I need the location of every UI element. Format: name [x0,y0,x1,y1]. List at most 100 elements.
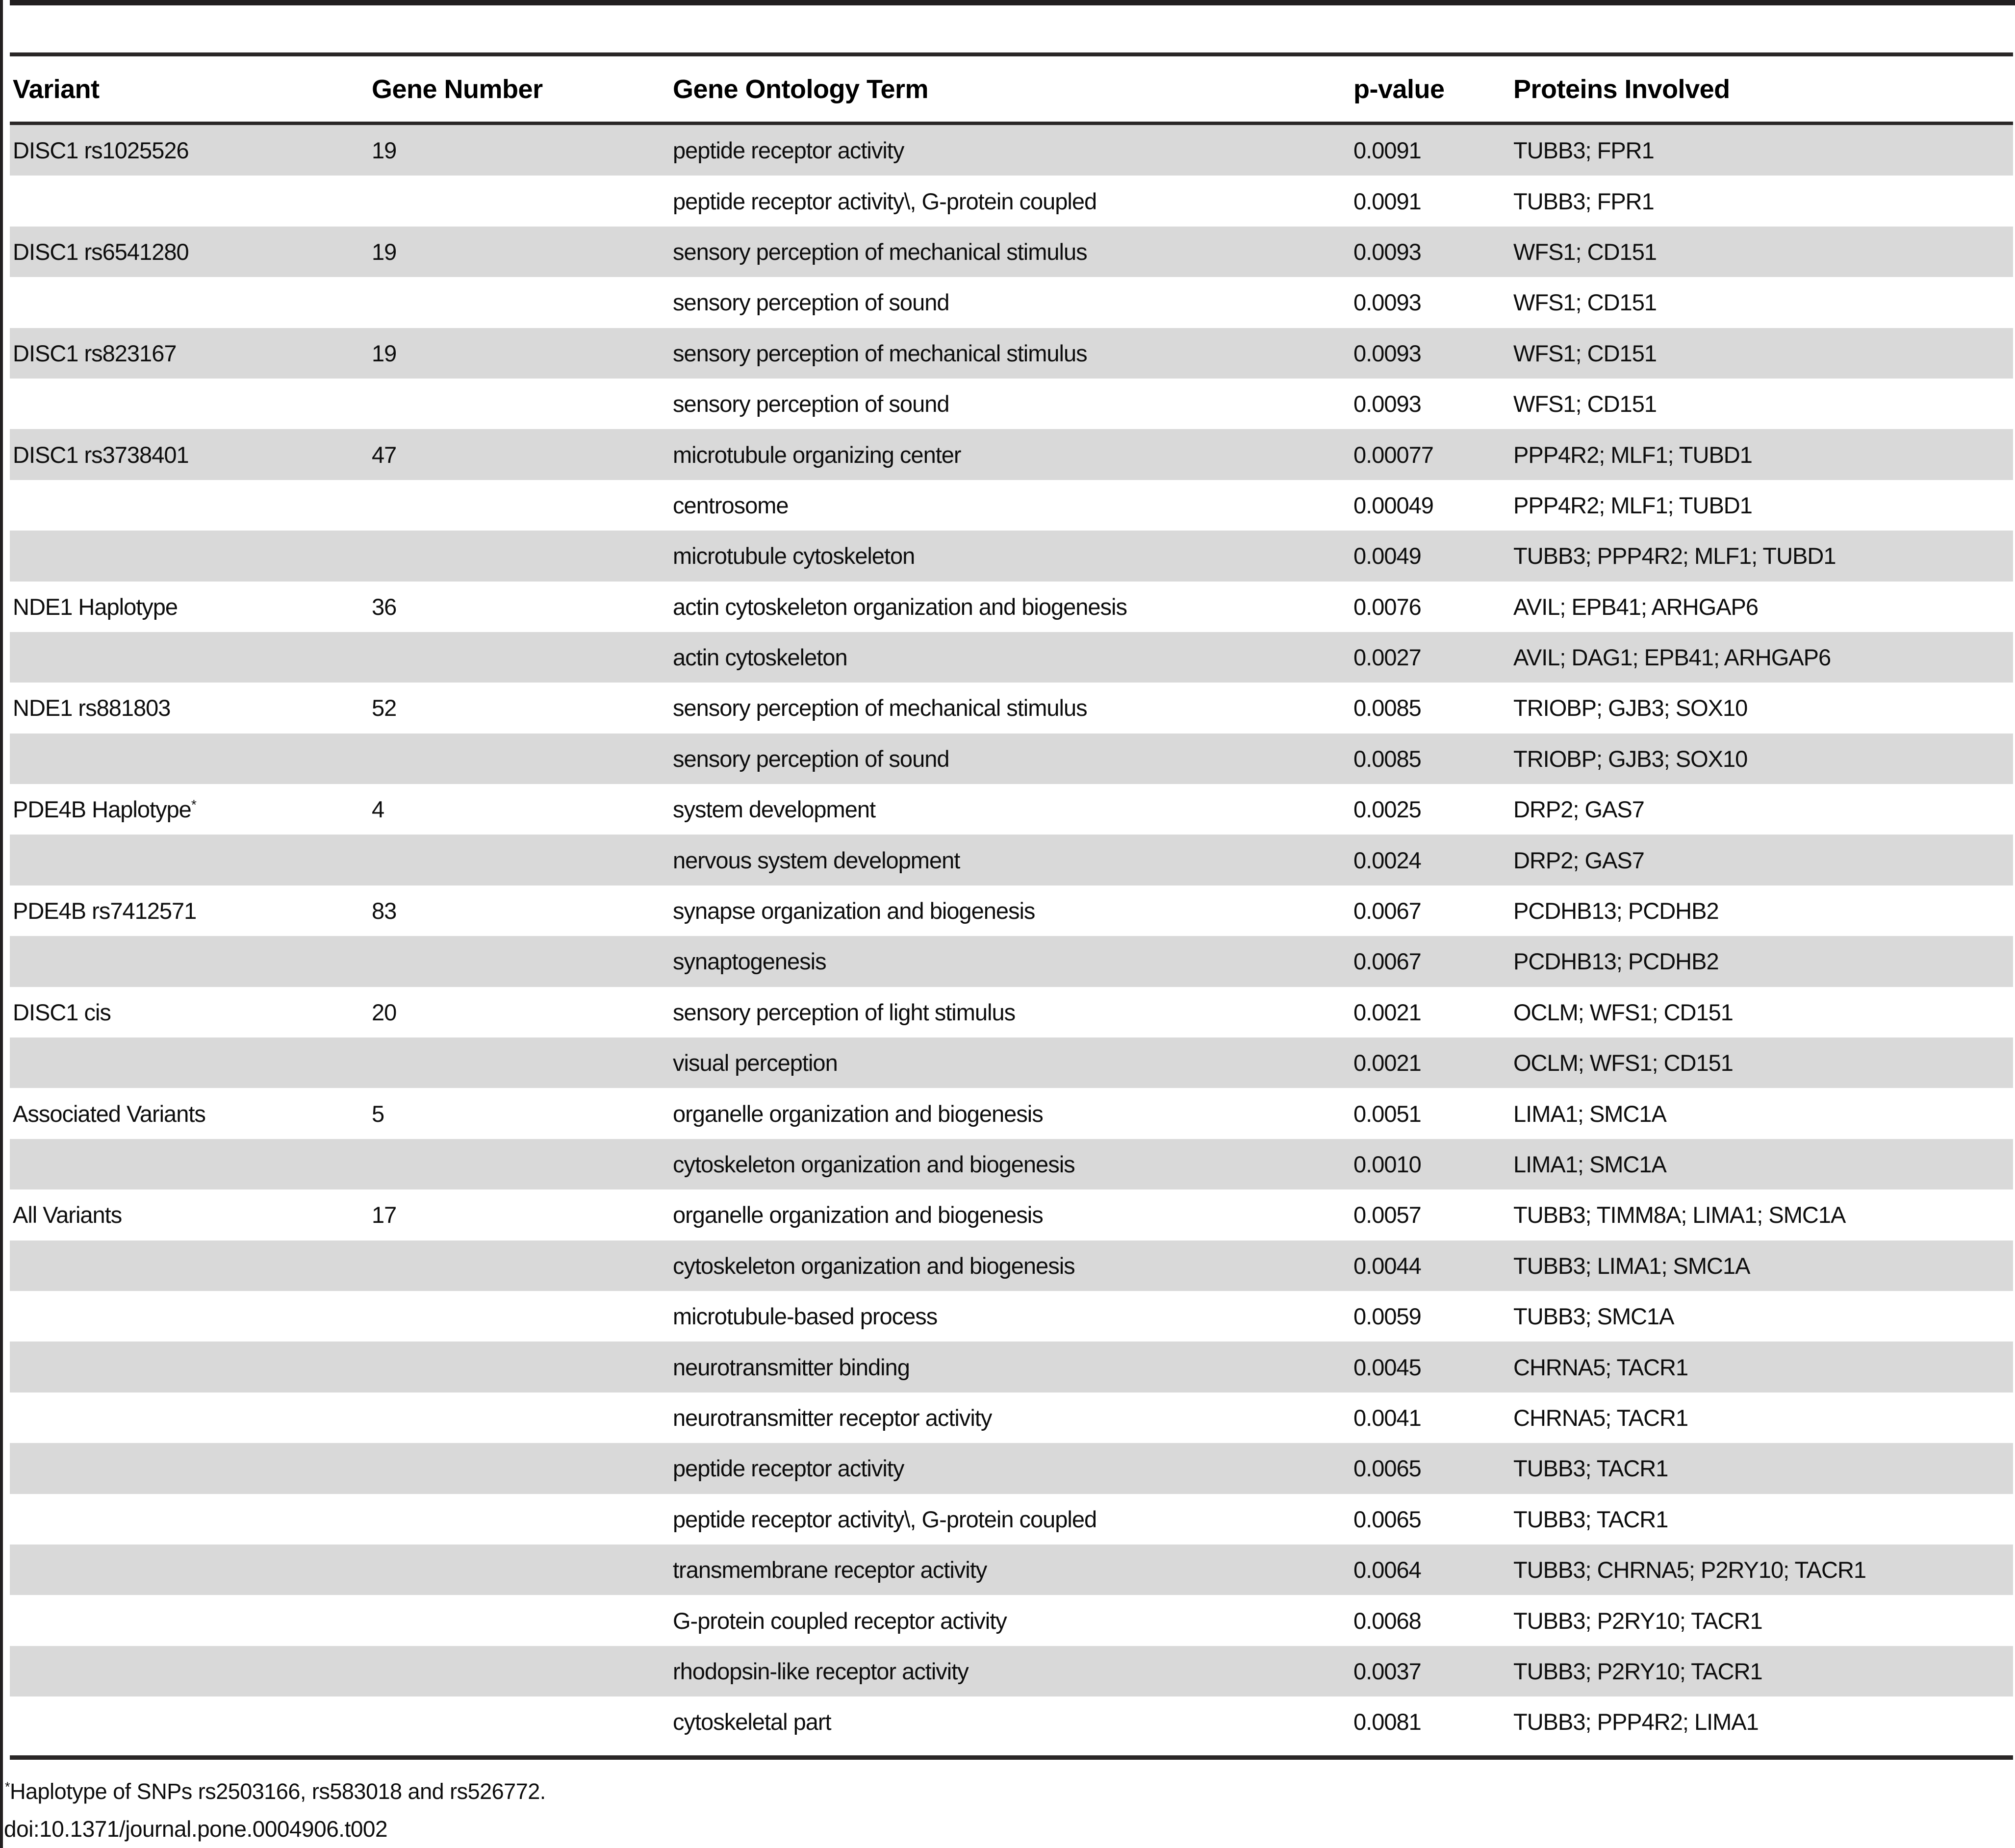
cell-p-value: 0.0093 [1353,289,1422,316]
cell-proteins: WFS1; CD151 [1513,289,1657,316]
cell-p-value: 0.0057 [1353,1202,1422,1228]
cell-p-value: 0.0068 [1353,1607,1422,1634]
cell-p-value: 0.0021 [1353,1050,1422,1076]
cell-p-value: 0.0059 [1353,1303,1422,1330]
cell-p-value: 0.0065 [1353,1506,1422,1532]
cell-proteins: WFS1; CD151 [1513,391,1657,417]
cell-p-value: 0.0076 [1353,593,1422,620]
cell-p-value: 0.0085 [1353,695,1422,721]
table-row: NDE1 rs881803 52 sensory perception of m… [10,683,2013,733]
cell-p-value: 0.0091 [1353,137,1422,164]
cell-gene-number: 83 [372,898,397,924]
table-row: cytoskeleton organization and biogenesis… [10,1240,2013,1291]
cell-proteins: TUBB3; TACR1 [1513,1506,1668,1532]
cell-p-value: 0.0024 [1353,847,1422,873]
table-row: transmembrane receptor activity 0.0064 T… [10,1544,2013,1595]
cell-p-value: 0.0085 [1353,745,1422,772]
cell-go-term: peptide receptor activity [673,1455,904,1482]
cell-go-term: sensory perception of light stimulus [673,999,1016,1025]
table-row: sensory perception of sound 0.0085 TRIOB… [10,733,2013,785]
cell-p-value: 0.0041 [1353,1404,1422,1431]
table-header-row: Variant Gene Number Gene Ontology Term p… [10,56,2013,122]
cell-proteins: TUBB3; TIMM8A; LIMA1; SMC1A [1513,1202,1846,1228]
table-row: synaptogenesis 0.0067 PCDHB13; PCDHB2 [10,936,2013,987]
cell-go-term: visual perception [673,1050,838,1076]
cell-p-value: 0.0091 [1353,188,1422,214]
cell-gene-number: 17 [372,1202,397,1228]
cell-go-term: rhodopsin-like receptor activity [673,1658,969,1684]
cell-gene-number: 5 [372,1100,384,1127]
cell-go-term: organelle organization and biogenesis [673,1202,1044,1228]
cell-proteins: OCLM; WFS1; CD151 [1513,1050,1734,1076]
doi-line: doi:10.1371/journal.pone.0004906.t002 [4,1816,388,1842]
cell-p-value: 0.00049 [1353,492,1434,518]
table-row: G-protein coupled receptor activity 0.00… [10,1595,2013,1645]
cell-p-value: 0.0093 [1353,238,1422,265]
table-row: All Variants 17 organelle organization a… [10,1190,2013,1240]
cell-variant: DISC1 rs3738401 [13,441,189,468]
table-row: DISC1 rs6541280 19 sensory perception of… [10,226,2013,278]
cell-go-term: actin cytoskeleton organization and biog… [673,593,1127,620]
table-row: sensory perception of sound 0.0093 WFS1;… [10,379,2013,429]
cell-proteins: OCLM; WFS1; CD151 [1513,999,1734,1025]
table-row: Associated Variants 5 organelle organiza… [10,1088,2013,1139]
cell-proteins: TUBB3; CHRNA5; P2RY10; TACR1 [1513,1557,1866,1583]
cell-p-value: 0.0045 [1353,1354,1422,1380]
cell-variant: All Variants [13,1202,122,1228]
cell-proteins: TUBB3; FPR1 [1513,188,1655,214]
cell-variant: NDE1 Haplotype [13,593,178,620]
cell-p-value: 0.0044 [1353,1252,1422,1279]
cell-proteins: LIMA1; SMC1A [1513,1100,1667,1127]
cell-go-term: sensory perception of sound [673,289,949,316]
cell-go-term: microtubule organizing center [673,441,962,468]
cell-p-value: 0.0051 [1353,1100,1422,1127]
cell-proteins: AVIL; DAG1; EPB41; ARHGAP6 [1513,644,1831,671]
cell-go-term: sensory perception of mechanical stimulu… [673,238,1088,265]
cell-proteins: TRIOBP; GJB3; SOX10 [1513,745,1748,772]
cell-proteins: TUBB3; PPP4R2; LIMA1 [1513,1709,1759,1735]
cell-variant: Associated Variants [13,1100,206,1127]
cell-go-term: sensory perception of sound [673,745,949,772]
table-top-rule [10,52,2013,56]
cell-proteins: PPP4R2; MLF1; TUBD1 [1513,441,1753,468]
cell-go-term: synapse organization and biogenesis [673,898,1035,924]
cell-go-term: system development [673,796,876,823]
cell-proteins: TUBB3; FPR1 [1513,137,1655,164]
cell-proteins: CHRNA5; TACR1 [1513,1354,1688,1380]
table-row: neurotransmitter receptor activity 0.004… [10,1392,2013,1443]
cell-proteins: CHRNA5; TACR1 [1513,1404,1688,1431]
cell-variant: DISC1 cis [13,999,111,1025]
cell-variant: DISC1 rs1025526 [13,137,189,164]
cell-p-value: 0.00077 [1353,441,1434,468]
cell-go-term: actin cytoskeleton [673,644,848,671]
cell-p-value: 0.0021 [1353,999,1422,1025]
table-row: PDE4B Haplotype* 4 system development 0.… [10,784,2013,835]
footnote-text: Haplotype of SNPs rs2503166, rs583018 an… [10,1779,546,1804]
column-header-variant: Variant [13,74,100,104]
cell-p-value: 0.0027 [1353,644,1422,671]
footnote-marker: * [191,796,197,812]
cell-go-term: neurotransmitter binding [673,1354,910,1380]
table-row: centrosome 0.00049 PPP4R2; MLF1; TUBD1 [10,480,2013,531]
cell-proteins: PPP4R2; MLF1; TUBD1 [1513,492,1753,518]
cell-p-value: 0.0067 [1353,898,1422,924]
cell-go-term: neurotransmitter receptor activity [673,1404,992,1431]
cell-proteins: TUBB3; P2RY10; TACR1 [1513,1607,1763,1634]
cell-proteins: TUBB3; TACR1 [1513,1455,1668,1482]
cell-proteins: TRIOBP; GJB3; SOX10 [1513,695,1748,721]
table-row: cytoskeletal part 0.0081 TUBB3; PPP4R2; … [10,1696,2013,1747]
cell-gene-number: 19 [372,340,397,366]
table-row: peptide receptor activity\, G-protein co… [10,1494,2013,1544]
cell-go-term: peptide receptor activity\, G-protein co… [673,188,1097,214]
cell-p-value: 0.0093 [1353,391,1422,417]
cell-variant: NDE1 rs881803 [13,695,171,721]
table-row: visual perception 0.0021 OCLM; WFS1; CD1… [10,1038,2013,1089]
cell-gene-number: 19 [372,137,397,164]
cell-go-term: peptide receptor activity [673,137,904,164]
cell-gene-number: 19 [372,238,397,265]
cell-p-value: 0.0037 [1353,1658,1422,1684]
table-row: actin cytoskeleton 0.0027 AVIL; DAG1; EP… [10,632,2013,683]
cell-proteins: TUBB3; P2RY10; TACR1 [1513,1658,1763,1684]
cell-proteins: DRP2; GAS7 [1513,796,1645,823]
table-row: peptide receptor activity 0.0065 TUBB3; … [10,1443,2013,1494]
